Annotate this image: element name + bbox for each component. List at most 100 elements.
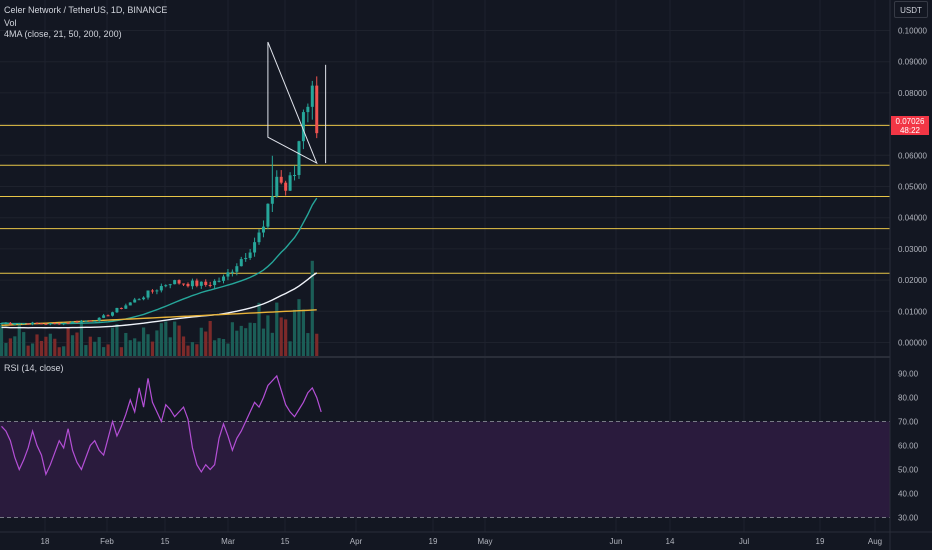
candle-body — [159, 286, 163, 291]
volume-bar — [284, 319, 288, 356]
volume-bar — [93, 341, 97, 356]
candle-body — [142, 297, 146, 300]
candle-body — [93, 320, 97, 322]
price-tick-label: 0.03000 — [898, 245, 927, 254]
candle-body — [97, 317, 101, 321]
volume-bar — [230, 322, 234, 356]
time-tick-label: May — [477, 537, 492, 546]
candle-body — [301, 112, 305, 142]
candle-body — [88, 320, 92, 322]
volume-bar — [155, 330, 159, 356]
ma200-line — [1, 309, 317, 327]
volume-bar — [22, 332, 26, 356]
volume-bar — [199, 327, 203, 356]
volume-bar — [266, 315, 270, 356]
candle-body — [284, 182, 288, 191]
candle-body — [182, 283, 186, 285]
candle-body — [53, 323, 57, 325]
drawings — [267, 41, 327, 165]
time-tick-label: 18 — [41, 537, 50, 546]
volume-bar — [62, 346, 66, 356]
triangle-drawing — [267, 41, 318, 165]
time-tick-label: Jul — [739, 537, 749, 546]
time-tick-label: Aug — [868, 537, 882, 546]
volume-bar — [44, 336, 48, 356]
rsi-line — [0, 374, 890, 518]
price-axis[interactable]: 0.100000.090000.080000.070000.060000.050… — [898, 27, 927, 348]
volume-bar — [70, 335, 75, 356]
volume-bar — [292, 309, 297, 356]
volume-bar — [137, 341, 141, 356]
candle-body — [106, 315, 110, 317]
volume-bar — [17, 322, 21, 356]
price-tick-label: 0.02000 — [898, 276, 927, 285]
candle-body — [26, 323, 30, 325]
bar-countdown: 48:22 — [899, 126, 921, 135]
candle-body — [230, 271, 234, 273]
candle-body — [79, 320, 83, 323]
volume-bar — [168, 337, 172, 356]
volume-legend[interactable]: Vol — [4, 18, 17, 28]
volume-bar — [66, 327, 70, 356]
volume-bar — [88, 336, 92, 356]
volume-bar — [195, 344, 199, 356]
time-tick-label: 15 — [281, 537, 290, 546]
candle-body — [222, 276, 225, 281]
candle-body — [297, 141, 301, 176]
candle-body — [275, 176, 279, 197]
time-tick-label: 19 — [429, 537, 438, 546]
volume-bar — [181, 336, 186, 356]
candle-body — [239, 259, 243, 267]
time-tick-label: Mar — [221, 537, 235, 546]
rsi-tick-label: 70.00 — [898, 418, 919, 427]
volume-bar — [124, 332, 128, 356]
volume-bar — [275, 302, 279, 356]
volume-bar — [106, 344, 110, 356]
candle-body — [128, 302, 132, 306]
candle-body — [4, 323, 8, 325]
volume-bar — [248, 322, 252, 356]
volume-bar — [235, 330, 239, 356]
candle-body — [208, 284, 212, 286]
volume-bar — [261, 328, 266, 356]
candle-body — [57, 323, 61, 325]
candle-body — [13, 323, 17, 325]
volume-bar — [297, 299, 301, 356]
volume-bar — [84, 345, 88, 356]
candle-body — [31, 322, 35, 325]
ma-legend[interactable]: 4MA (close, 21, 50, 200, 200) — [4, 29, 122, 39]
volume-bar — [13, 336, 17, 356]
candle-body — [119, 307, 123, 309]
candle-body — [146, 290, 150, 298]
time-tick-label: 19 — [816, 537, 825, 546]
rsi-axis[interactable]: 90.00 80.00 70.00 60.00 50.00 40.00 30.00 — [898, 370, 919, 523]
time-axis[interactable]: 18 Feb 15 Mar 15 Apr 19 May Jun 14 Jul 19 Aug — [41, 537, 883, 546]
volume-bar — [75, 332, 79, 356]
volume-bar — [217, 338, 221, 356]
volume-bar — [208, 320, 212, 356]
volume-bar — [186, 345, 190, 356]
volume-bar — [133, 338, 137, 356]
ma50-line — [1, 272, 318, 329]
candle-body — [71, 321, 75, 324]
volume-bar — [102, 347, 106, 356]
candle-body — [253, 242, 257, 253]
rsi-tick-label: 40.00 — [898, 490, 919, 499]
candle-body — [244, 257, 248, 260]
candle-body — [168, 284, 172, 286]
currency-button[interactable]: USDT — [894, 1, 928, 18]
candle-body — [248, 252, 252, 258]
time-tick-label: Apr — [350, 537, 363, 546]
candle-body — [235, 266, 239, 272]
candle-body — [164, 285, 168, 287]
volume-bar — [190, 342, 195, 356]
volume-bar — [173, 321, 177, 356]
candle-body — [0, 323, 3, 325]
volume-bars — [0, 260, 319, 356]
candle-body — [150, 290, 154, 292]
rsi-legend[interactable]: RSI (14, close) — [4, 363, 64, 373]
candle-body — [111, 312, 114, 316]
volume-bar — [26, 345, 30, 356]
chart-title[interactable]: Celer Network / TetherUS, 1D, BINANCE — [4, 5, 168, 15]
